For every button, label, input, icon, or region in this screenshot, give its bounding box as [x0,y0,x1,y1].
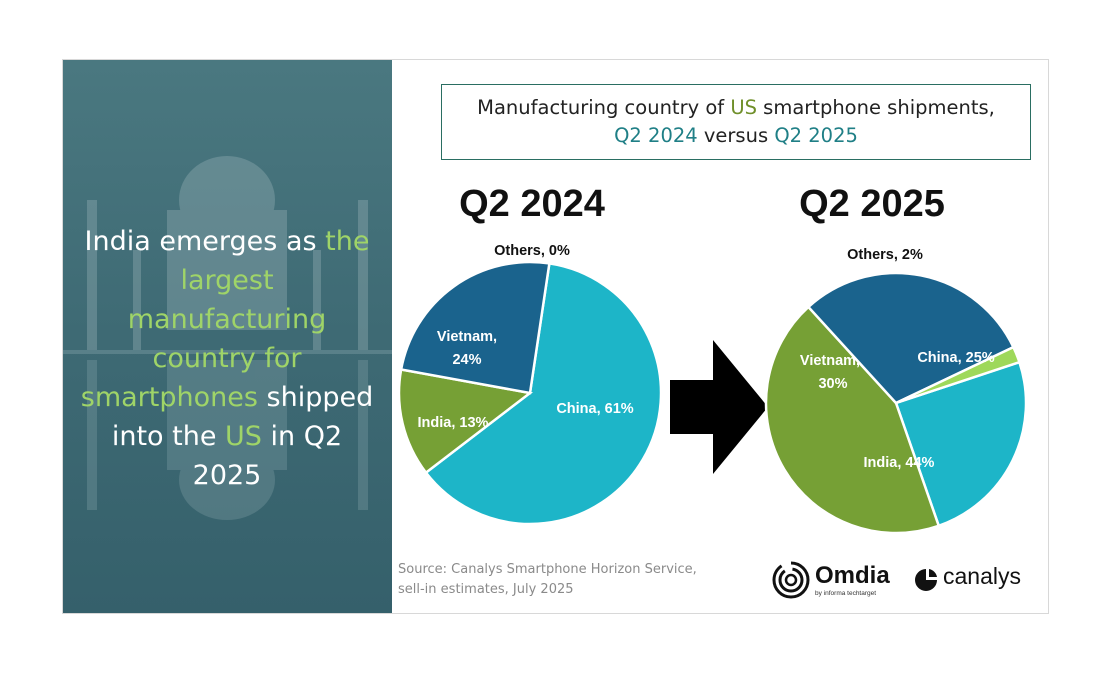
omdia-logo-text: Omdia [815,562,890,589]
pie2-label-vietnam-name: Vietnam, [800,353,860,369]
headline-highlight-largest: the largest manufacturing country for sm… [80,226,370,413]
pie2-label-india: India, 44% [864,455,935,471]
pie2-label-vietnam-value: 30% [818,376,847,392]
pie-chart-q2-2025: Q2 2025 Others, 2% China, 25% India, 44%… [764,183,1028,535]
title-us: US [730,96,757,119]
taj-mahal-backdrop-image [63,60,392,613]
pie1-label-vietnam-name: Vietnam, [437,329,497,345]
pie2-slice-china [894,360,1028,528]
pie1-title: Q2 2024 [459,183,605,225]
title-text-a: Manufacturing country of [477,96,731,119]
pie1-label-others: Others, 0% [494,243,570,259]
pie2-slice-others [895,345,1022,405]
headline-text: India emerges as the largest manufacturi… [77,222,377,495]
headline-part2: shipped into the [111,382,374,452]
canalys-logo-icon [915,569,937,591]
pie2-slice-india [764,305,941,535]
pie-charts-area: Q2 2024 Others, 0% China, 61% India, 13%… [397,183,1028,535]
omdia-logo-subtext: by informa techtarget [815,590,877,597]
title-line-1: Manufacturing country of US smartphone s… [442,94,1030,122]
pie2-label-china: China, 25% [917,350,994,366]
pie1-slice-china [424,262,663,526]
pie2-title: Q2 2025 [799,183,945,225]
canalys-logo-text: canalys [943,563,1021,589]
headline-part1: India emerges as [84,226,326,257]
pie1-label-india: India, 13% [418,415,489,431]
headline-part3: in Q2 2025 [192,421,343,491]
source-line-1: Source: Canalys Smartphone Horizon Servi… [398,562,697,577]
omdia-logo-icon [772,561,810,599]
pie1-label-china: China, 61% [556,401,633,417]
title-versus: versus [697,124,775,147]
source-line-2: sell-in estimates, July 2025 [398,582,574,597]
headline-highlight-us: US [225,421,262,452]
title-text-b: smartphone shipments, [756,96,995,119]
chart-title-box: Manufacturing country of US smartphone s… [441,84,1031,160]
pie1-label-vietnam-value: 24% [452,352,481,368]
source-note: Source: Canalys Smartphone Horizon Servi… [398,560,718,600]
pie1-slice-india [397,368,534,475]
left-photo-panel: India emerges as the largest manufacturi… [63,60,392,613]
pie2-label-others: Others, 2% [847,247,923,263]
title-line-2: Q2 2024 versus Q2 2025 [442,122,1030,150]
logos-area: Omdia by informa techtarget canalys [771,560,1039,600]
title-q2-2025: Q2 2025 [774,124,858,147]
pie1-slice-vietnam [399,260,551,395]
infographic-card: India emerges as the largest manufacturi… [62,59,1049,614]
right-arrow-icon [670,340,768,474]
title-q2-2024: Q2 2024 [614,124,698,147]
pie-chart-q2-2024: Q2 2024 Others, 0% China, 61% India, 13%… [397,183,663,526]
